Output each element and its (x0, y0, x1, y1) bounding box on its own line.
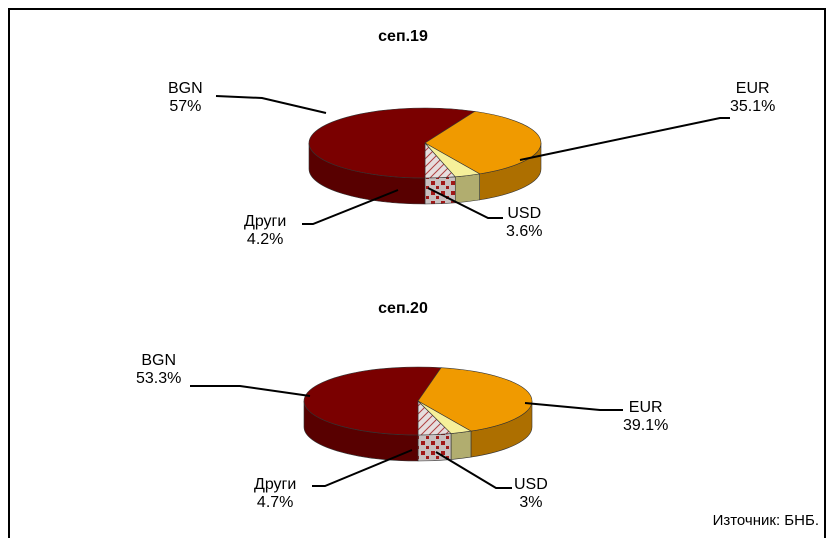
label-usd-1: USD 3.6% (506, 205, 543, 240)
pie-1-slice-BGN (308, 107, 476, 179)
chart-frame (8, 8, 826, 538)
pie-2 (190, 366, 623, 489)
label-other-1: Други 4.2% (244, 213, 287, 248)
chart-title-2: сеп.20 (378, 300, 428, 317)
label-usd-2: USD 3% (514, 476, 548, 511)
pie-2-leader-BGN (190, 385, 311, 397)
pie-2-leader-Други (312, 449, 413, 487)
pie-2-leader-USD (435, 451, 512, 489)
label-eur-2: EUR 39.1% (623, 399, 669, 434)
pie-2-slice-USD (417, 400, 472, 434)
source-note: Източник: БНБ. (712, 512, 819, 529)
pie-2-slice-EUR (417, 367, 533, 432)
label-bgn-2: BGN 53.3% (136, 352, 182, 387)
label-other-2: Други 4.7% (254, 476, 297, 511)
pie-1 (215, 95, 730, 225)
pie-2-leader-EUR (524, 402, 623, 411)
pie-2-slice-BGN (303, 366, 442, 436)
pie-2-side-USD (450, 430, 472, 460)
pie-1-leader-BGN (215, 95, 327, 114)
pie-1-slice-USD (424, 142, 481, 178)
pie-2-side-Други (417, 433, 452, 462)
label-bgn-1: BGN 57% (168, 80, 203, 115)
chart-title-1: сеп.19 (378, 28, 428, 45)
pie-1-slice-EUR (424, 111, 542, 175)
pie-1-leader-USD (427, 187, 503, 219)
pie-1-leader-Други (302, 189, 399, 225)
label-eur-1: EUR 35.1% (730, 80, 776, 115)
pie-1-leader-EUR (519, 117, 730, 161)
pie-1-side-USD (454, 173, 480, 204)
